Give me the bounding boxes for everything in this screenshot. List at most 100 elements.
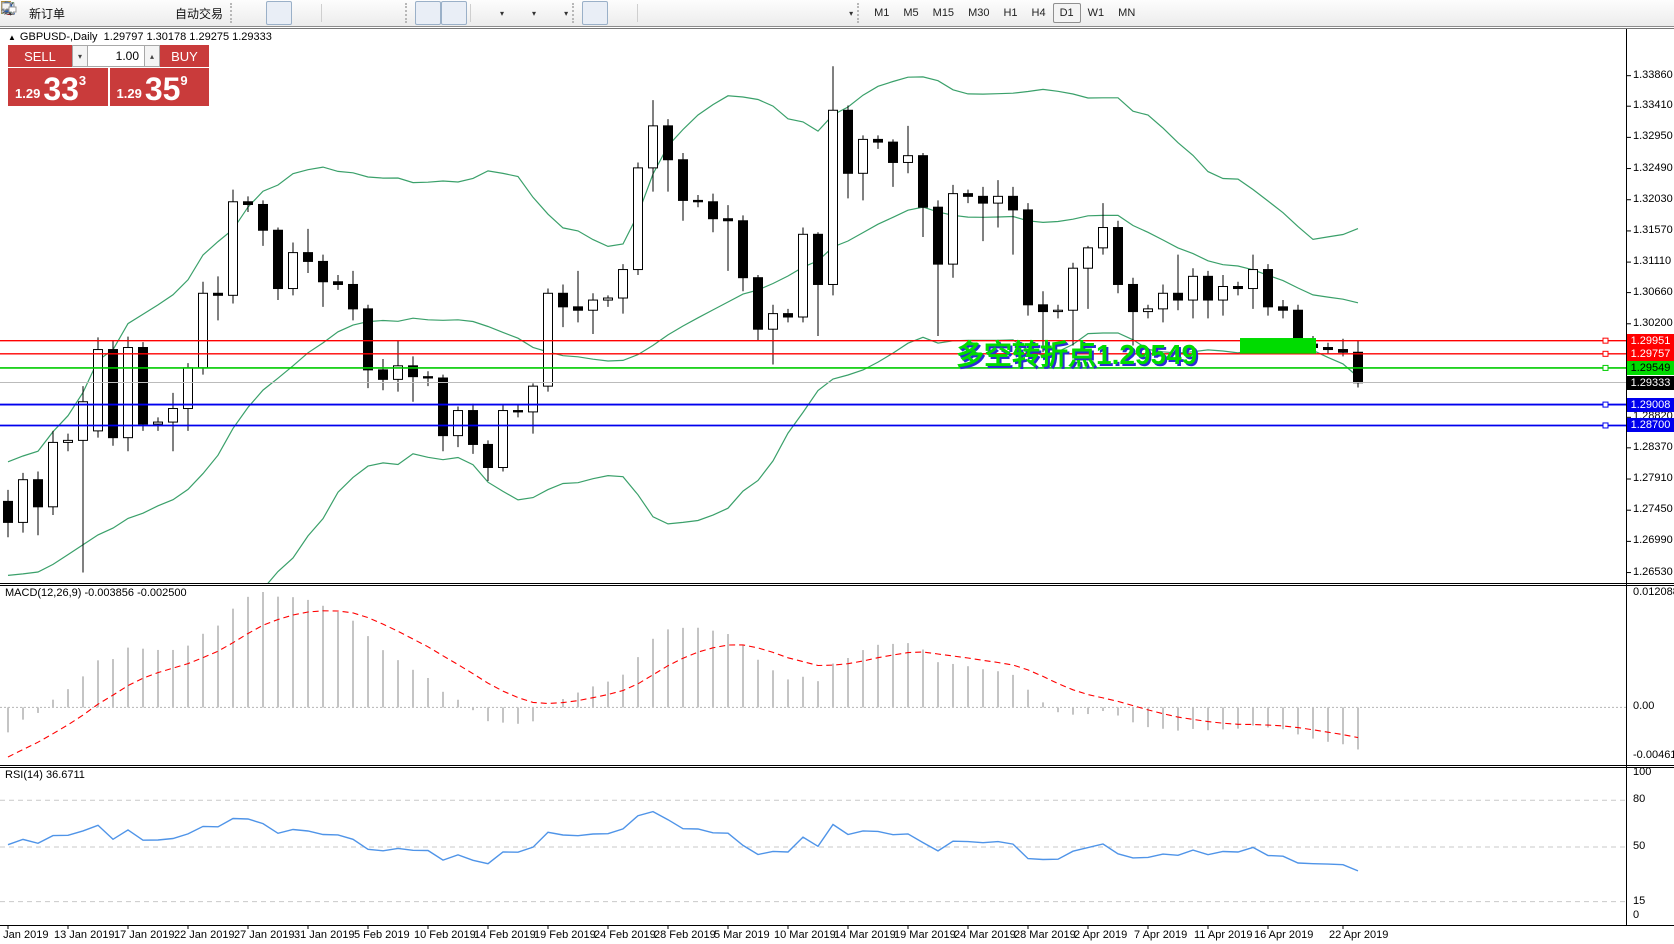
horizontal-line-button[interactable] <box>2 1 693 25</box>
candle-body <box>993 195 1003 204</box>
date-label: 27 Jan 2019 <box>234 929 295 941</box>
candle-body <box>363 308 373 371</box>
candle-body <box>858 138 868 174</box>
buy-price-pip: 9 <box>180 73 188 88</box>
candle-body <box>798 233 808 318</box>
chart-shift-button[interactable] <box>2 1 468 25</box>
date-label: 14 Feb 2019 <box>474 929 536 941</box>
signals-button[interactable] <box>1 1 148 25</box>
candle-body <box>843 109 853 174</box>
candle-body <box>423 376 433 379</box>
volume-input[interactable] <box>88 45 144 67</box>
trendline-button[interactable] <box>2 1 719 25</box>
indicators-button[interactable] <box>1 1 500 25</box>
candle-body <box>198 292 208 369</box>
hline-handle[interactable] <box>1602 401 1609 408</box>
timeframe-h1-button[interactable]: H1 <box>1003 7 1018 19</box>
candle-body <box>1098 227 1108 249</box>
tile-windows-button[interactable] <box>2 1 403 25</box>
date-label: 28 Mar 2019 <box>1014 929 1076 941</box>
rsi-axis-15: 15 <box>1633 895 1646 907</box>
timeframe-h4-button[interactable]: H4 <box>1031 7 1046 19</box>
periods-dropdown-icon[interactable]: ▾ <box>532 8 537 18</box>
templates-dropdown-icon[interactable]: ▾ <box>564 8 569 18</box>
hline-handle[interactable] <box>1602 350 1609 357</box>
chat-button[interactable] <box>1 1 1668 25</box>
autotrading-label[interactable]: 自动交易 <box>175 6 224 21</box>
hline-handle[interactable] <box>1602 364 1609 371</box>
timeframe-m30-button[interactable]: M30 <box>968 7 990 19</box>
date-label: 10 Feb 2019 <box>414 929 476 941</box>
macd-axis-max: 0.012088 <box>1633 586 1674 598</box>
new-chart-button[interactable] <box>1 1 122 25</box>
candle-body <box>588 299 598 311</box>
vertical-line-button[interactable] <box>7 1 667 25</box>
sell-price-button[interactable]: 1.29 33 3 <box>8 68 108 106</box>
zoom-out-button[interactable] <box>1 1 377 25</box>
candle-body <box>1263 269 1273 308</box>
timeframe-m5-button[interactable]: M5 <box>903 7 919 19</box>
indicators-dropdown-icon[interactable]: ▾ <box>500 8 505 18</box>
timeframe-m15-button[interactable]: M15 <box>932 7 955 19</box>
candle-body <box>258 203 268 231</box>
toolbar-grip <box>857 3 863 23</box>
rsi-axis-100: 100 <box>1633 766 1652 778</box>
periods-button[interactable] <box>1 1 532 25</box>
auto-scroll-button[interactable] <box>2 1 442 25</box>
candle-body <box>1233 286 1243 290</box>
candlestick-chart-button[interactable] <box>2 1 293 25</box>
price-tick-label: 1.32490 <box>1633 161 1673 174</box>
date-label: 19 Feb 2019 <box>534 929 596 941</box>
arrows-button[interactable] <box>3 1 849 25</box>
buy-button[interactable]: BUY <box>160 45 209 67</box>
date-label: 17 Jan 2019 <box>114 929 175 941</box>
date-label: 16 Apr 2019 <box>1254 929 1314 941</box>
candle-body <box>1188 275 1198 301</box>
fibonacci-button[interactable]: F <box>2 1 771 25</box>
pivot-highlight-rect <box>1240 338 1316 354</box>
text-button[interactable]: A <box>4 1 797 25</box>
sell-button[interactable]: SELL <box>8 45 72 67</box>
templates-button[interactable] <box>1 1 564 25</box>
price-tick-label: 1.30660 <box>1633 285 1673 298</box>
zoom-in-button[interactable] <box>1 1 351 25</box>
candle-body <box>1008 195 1018 211</box>
rsi-line <box>7 810 1359 872</box>
timeframe-m1-button[interactable]: M1 <box>874 7 890 19</box>
rsi-label: RSI(14) 36.6711 <box>5 769 85 781</box>
timeframe-d1-button[interactable]: D1 <box>1052 3 1081 23</box>
bar-chart-button[interactable] <box>1 1 266 25</box>
candle-body <box>573 306 583 311</box>
eraser-button[interactable] <box>2 1 96 25</box>
equidistant-channel-button[interactable]: E <box>1 1 745 25</box>
autotrading-button[interactable] <box>1 1 174 25</box>
date-label: 31 Jan 2019 <box>294 929 355 941</box>
timeframe-mn-button[interactable]: MN <box>1118 7 1136 19</box>
hline-handle[interactable] <box>1602 422 1609 429</box>
collapse-panel-icon[interactable]: ▲ <box>8 33 16 42</box>
buy-price-button[interactable]: 1.29 35 9 <box>109 68 209 106</box>
new-order-label[interactable]: 新订单 <box>29 6 66 21</box>
candle-body <box>168 408 178 423</box>
candle-body <box>1158 292 1168 310</box>
date-label: 10 Mar 2019 <box>774 929 836 941</box>
volume-increase-button[interactable]: ▴ <box>144 45 160 67</box>
price-tick-label: 1.32030 <box>1633 192 1673 205</box>
hline-handle[interactable] <box>1602 337 1609 344</box>
cursor-button[interactable] <box>5 1 609 25</box>
text-label-button[interactable]: T <box>1 1 823 25</box>
candle-body <box>1068 267 1078 311</box>
candle-body <box>828 109 838 285</box>
candle-body <box>1173 292 1183 301</box>
timeframe-w1-button[interactable]: W1 <box>1087 7 1105 19</box>
candle-body <box>1128 283 1138 313</box>
date-label: 7 Apr 2019 <box>1134 929 1188 941</box>
line-chart-button[interactable] <box>1 1 318 25</box>
arrows-dropdown-icon[interactable]: ▾ <box>849 8 854 18</box>
macd-label: MACD(12,26,9) -0.003856 -0.002500 <box>5 587 187 599</box>
search-button[interactable] <box>1 1 1642 25</box>
volume-decrease-button[interactable]: ▾ <box>72 45 88 67</box>
crosshair-button[interactable] <box>2 1 634 25</box>
candle-body <box>1053 309 1063 313</box>
